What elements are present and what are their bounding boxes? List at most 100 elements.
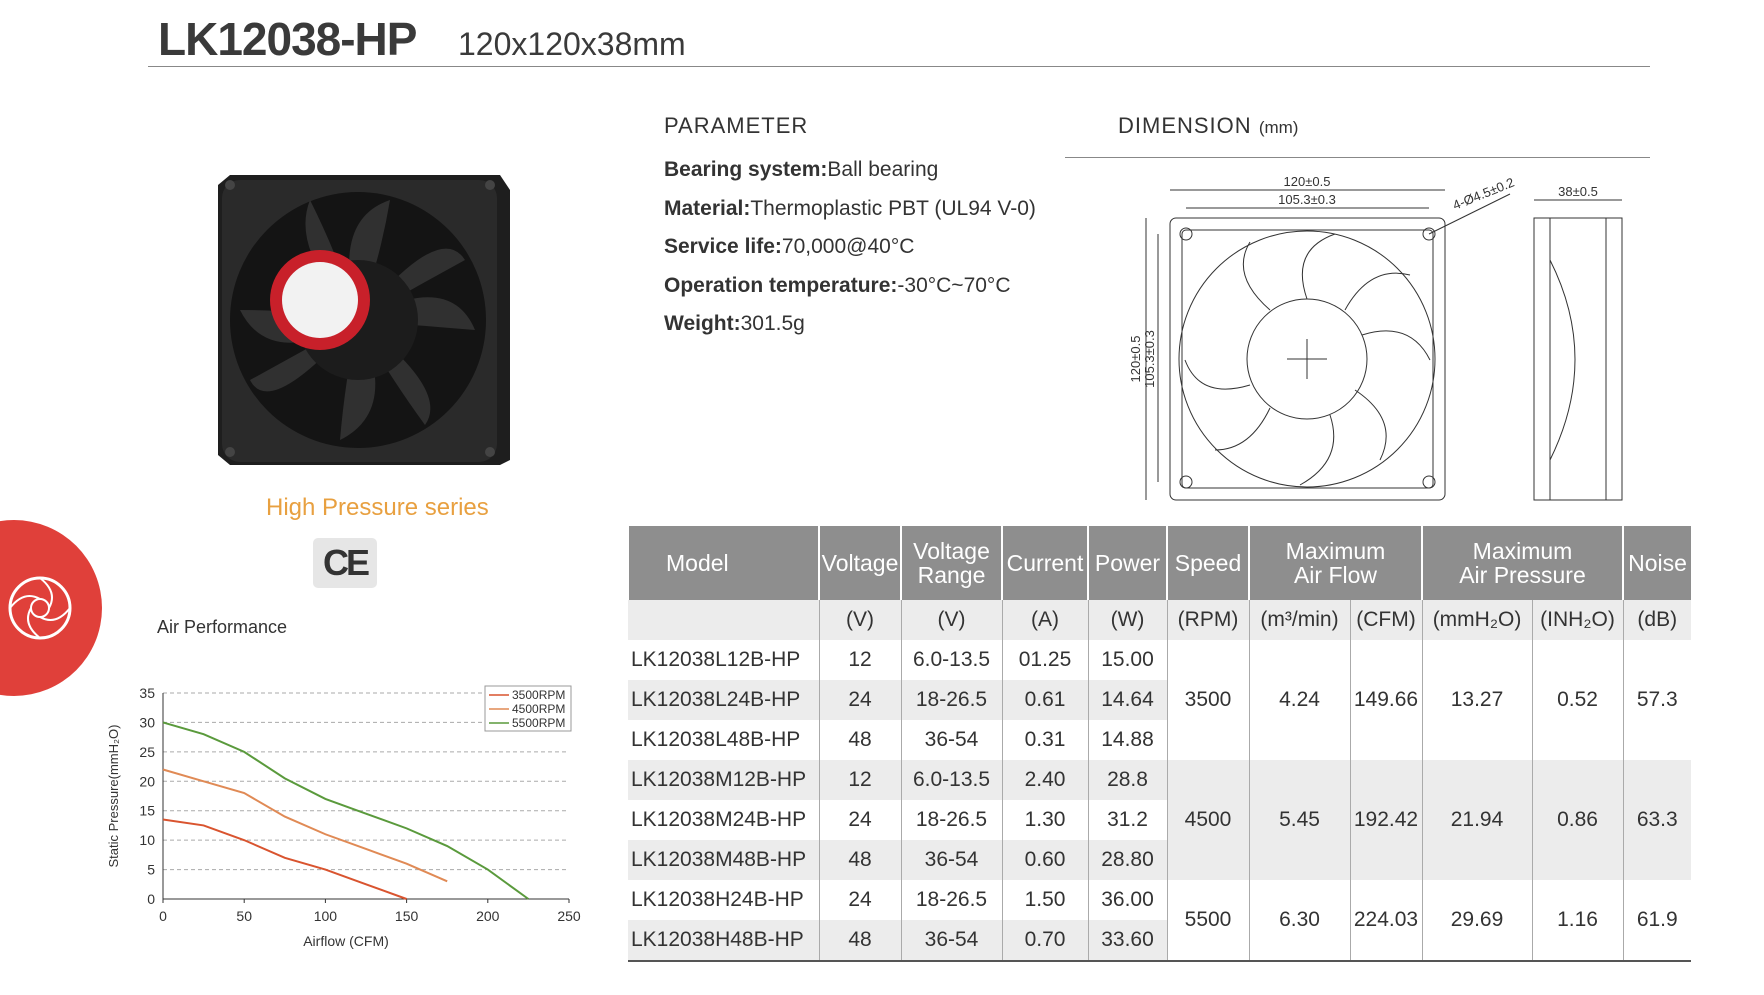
blade-outlines	[1184, 233, 1431, 486]
header-text: Voltage	[913, 538, 990, 564]
group-cell: 3500	[1166, 640, 1249, 760]
parameter-label: Operation temperature:	[664, 273, 898, 297]
header-text: Power	[1094, 550, 1161, 576]
dim-outer-v: 120±0.5	[1128, 336, 1143, 383]
data-cell: 18-26.5	[900, 880, 1002, 920]
group-cell: 29.69	[1421, 880, 1532, 961]
dimension-heading: DIMENSION (mm)	[1118, 113, 1298, 139]
data-cell: 36-54	[900, 920, 1002, 961]
side-hub	[1549, 259, 1576, 461]
group-cell: 0.52	[1531, 640, 1623, 760]
header-text: Air Flow	[1293, 562, 1378, 588]
dimension-rule	[1065, 157, 1650, 158]
unit-cell: (m³/min)	[1248, 600, 1350, 640]
parameter-item: Operation temperature:-30°C~70°C	[664, 274, 1011, 298]
hole	[1179, 475, 1193, 489]
legend-label: 4500RPM	[512, 702, 565, 716]
data-cell: LK12038L24B-HP	[628, 680, 819, 720]
series-line	[162, 721, 529, 900]
group-cell: 21.94	[1421, 760, 1532, 880]
header-cell: Speed	[1166, 526, 1249, 600]
data-cell: 24	[818, 680, 901, 720]
dimension-title: DIMENSION	[1118, 113, 1252, 138]
parameter-item: Material:Thermoplastic PBT (UL94 V-0)	[664, 197, 1036, 221]
group-cell: 61.9	[1622, 880, 1691, 961]
data-row: LK12038M48B-HP 48 36-54 0.60 28.80	[628, 840, 1691, 880]
header-rule	[148, 66, 1650, 67]
data-cell: 48	[818, 720, 901, 760]
data-row: LK12038L24B-HP 24 18-26.5 0.61 14.64	[628, 680, 1691, 720]
y-axis-label: Static Pressure(mmH₂O)	[106, 724, 121, 867]
legend-label: 5500RPM	[512, 716, 565, 730]
header-cell: Voltage	[818, 526, 901, 600]
unit-cell: (CFM)	[1349, 600, 1422, 640]
y-tick-label: 30	[139, 714, 155, 730]
header-cell: Voltage Range	[900, 526, 1002, 600]
data-cell: 33.60	[1087, 920, 1167, 961]
group-cell: 57.3	[1622, 640, 1691, 760]
group-cell: 0.86	[1531, 760, 1623, 880]
dim-outer: 120±0.5	[1284, 174, 1331, 189]
certification: CE	[313, 538, 377, 588]
hole	[1179, 227, 1193, 241]
data-cell: 12	[818, 640, 901, 680]
group-cell: 6.30	[1248, 880, 1350, 961]
data-cell: 14.64	[1087, 680, 1167, 720]
data-cell: LK12038M12B-HP	[628, 760, 819, 800]
series-line	[162, 768, 448, 883]
product-title: LK12038-HP	[158, 13, 417, 65]
series-line	[162, 818, 407, 900]
data-cell: 36.00	[1087, 880, 1167, 920]
x-tick-label: 250	[557, 908, 581, 924]
parameter-label: Bearing system:	[664, 158, 828, 181]
unit-cell: (dB)	[1622, 600, 1691, 640]
group-cell: 13.27	[1421, 640, 1532, 760]
series-name: High Pressure series	[266, 494, 489, 521]
y-tick-label: 35	[139, 685, 155, 701]
unit-row: (V) (V) (A) (W) (RPM) (m³/min) (CFM) (mmH₂O) (IN…	[628, 600, 1691, 640]
group-cell: 63.3	[1622, 760, 1691, 880]
parameter-item: Bearing system:Ball bearing	[664, 158, 938, 182]
data-cell: 24	[818, 880, 901, 920]
data-cell: 28.80	[1087, 840, 1167, 880]
parameter-label: Weight:	[664, 312, 741, 335]
header-text: Maximum	[1285, 538, 1386, 564]
data-cell: 2.40	[1001, 760, 1088, 800]
parameter-value: Thermoplastic PBT (UL94 V-0)	[750, 196, 1036, 220]
parameter-value: 301.5g	[740, 312, 805, 335]
side-inner	[1549, 217, 1607, 501]
y-tick-label: 25	[139, 744, 155, 760]
data-cell: LK12038M48B-HP	[628, 840, 819, 880]
dim-depth: 38±0.5	[1558, 184, 1598, 199]
unit-cell: (W)	[1087, 600, 1167, 640]
data-row: LK12038L48B-HP 48 36-54 0.31 14.88	[628, 720, 1691, 760]
header-text: Speed	[1174, 550, 1242, 576]
x-tick-label: 100	[314, 908, 338, 924]
group-cell: 1.16	[1531, 880, 1623, 961]
data-row: LK12038H24B-HP 24 18-26.5 1.50 36.00 5500 6.30…	[628, 880, 1691, 961]
data-cell: LK12038H24B-HP	[631, 888, 804, 911]
header-cell: Power	[1087, 526, 1167, 600]
data-cell: 1.50	[1001, 880, 1088, 920]
header-text: Air Pressure	[1459, 562, 1586, 588]
data-cell: 36-54	[900, 840, 1002, 880]
parameter-item: Weight:301.5g	[664, 312, 805, 336]
header-cell: Current	[1001, 526, 1088, 600]
data-cell: 18-26.5	[900, 800, 1002, 840]
product-size: 120x120x38mm	[458, 26, 686, 62]
legend-label: 3500RPM	[512, 688, 565, 702]
x-tick-label: 50	[236, 908, 252, 924]
data-cell: LK12038H48B-HP	[628, 920, 819, 961]
header-cell: Model	[627, 526, 819, 600]
data-cell: 12	[818, 760, 901, 800]
y-tick-label: 0	[147, 891, 155, 907]
data-cell: 6.0-13.5	[900, 760, 1002, 800]
hole	[1422, 475, 1436, 489]
x-tick-label: 0	[159, 908, 167, 924]
parameter-value: 70,000@40°C	[781, 235, 915, 258]
badge-circle	[0, 520, 102, 696]
header-row: Model Voltage Voltage Range Current Power Spee…	[627, 526, 1691, 600]
header-cell: Noise	[1622, 526, 1691, 600]
front-outline	[1169, 217, 1446, 501]
